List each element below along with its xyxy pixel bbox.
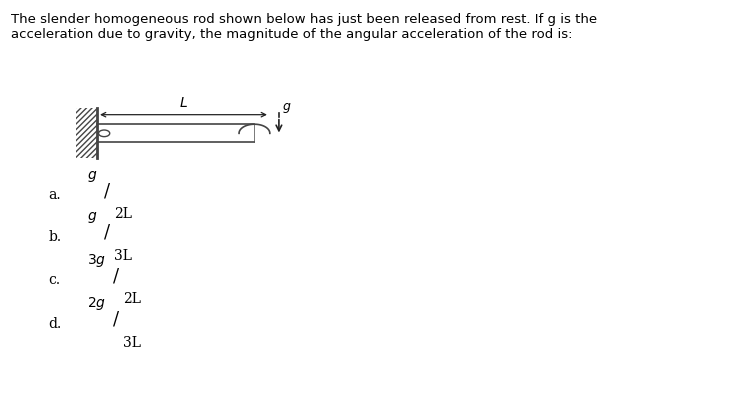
Text: c.: c. bbox=[48, 273, 61, 287]
Text: a.: a. bbox=[48, 189, 61, 202]
Text: $g$: $g$ bbox=[87, 169, 97, 184]
Text: b.: b. bbox=[48, 230, 61, 244]
Text: $3g$: $3g$ bbox=[87, 252, 106, 269]
Text: /: / bbox=[104, 224, 110, 242]
Text: /: / bbox=[104, 182, 110, 200]
Text: 3L: 3L bbox=[114, 249, 132, 262]
Text: $L$: $L$ bbox=[179, 96, 188, 110]
Text: 3L: 3L bbox=[123, 336, 141, 349]
Text: The slender homogeneous rod shown below has just been released from rest. If g i: The slender homogeneous rod shown below … bbox=[11, 13, 597, 41]
Text: d.: d. bbox=[48, 317, 61, 331]
Bar bbox=[76, 108, 97, 158]
Text: /: / bbox=[113, 267, 119, 285]
Text: $g$: $g$ bbox=[282, 101, 292, 115]
Text: /: / bbox=[113, 311, 119, 329]
Text: 2L: 2L bbox=[114, 207, 132, 221]
Text: $2g$: $2g$ bbox=[87, 295, 106, 312]
Text: $g$: $g$ bbox=[87, 210, 97, 226]
Circle shape bbox=[99, 130, 110, 136]
Text: 2L: 2L bbox=[123, 292, 141, 306]
